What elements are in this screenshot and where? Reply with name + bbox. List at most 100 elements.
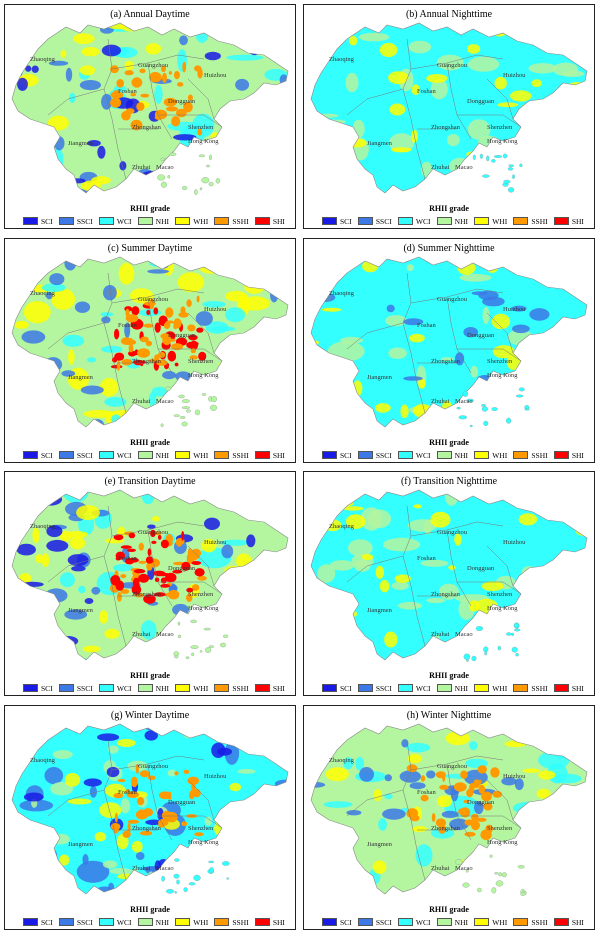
grade-patch <box>479 490 496 499</box>
legend-title: RHII grade <box>429 671 469 680</box>
legend: SCI SSCI WCI NHI WHI SSHI SHI <box>23 683 285 693</box>
hot-patch <box>181 531 185 541</box>
city-label: Zhuhai <box>431 631 450 638</box>
legend-label: SSCI <box>76 450 93 460</box>
city-label: Foshan <box>417 555 437 562</box>
grade-patch <box>361 553 374 561</box>
island <box>475 626 484 631</box>
grade-patch <box>104 628 120 639</box>
island <box>173 414 180 417</box>
legend-label: WHI <box>193 917 209 927</box>
legend-swatch <box>254 217 270 225</box>
hot-patch <box>160 577 167 584</box>
legend-label: SSCI <box>375 450 392 460</box>
legend-label: SHI <box>272 683 285 693</box>
grade-patch <box>84 598 94 604</box>
grade-patch <box>99 189 107 193</box>
grade-patch <box>67 554 89 567</box>
grade-patch <box>275 858 288 868</box>
hot-patch <box>174 362 179 367</box>
grade-patch <box>79 80 101 91</box>
legend-item: SCI <box>23 683 53 693</box>
hot-patch <box>139 68 146 74</box>
hot-patch <box>129 557 139 563</box>
grade-patch <box>518 513 538 526</box>
grade-patch <box>532 361 552 369</box>
island <box>454 859 463 865</box>
hot-patch <box>156 572 170 577</box>
city-label: Huizhou <box>204 773 227 780</box>
grade-patch <box>50 782 74 796</box>
grade-patch <box>18 373 28 379</box>
region-map: Zhaoqing Guangzhou Huizhou Foshan Dongguan Zh… <box>310 22 588 194</box>
grade-patch <box>141 490 155 505</box>
grade-patch <box>469 741 478 751</box>
legend-label: NHI <box>454 917 469 927</box>
grade-patch <box>388 71 409 85</box>
city-boundary <box>446 529 472 607</box>
island <box>178 394 185 399</box>
hot-patch <box>167 350 177 362</box>
grade-patch <box>12 742 33 753</box>
city-label: Jiangmen <box>367 841 393 848</box>
legend-item: SCI <box>23 216 53 226</box>
city-label: Shenzhen <box>487 358 513 365</box>
grade-patch <box>236 553 252 569</box>
legend-label: SHI <box>571 917 584 927</box>
legend-swatch <box>553 217 569 225</box>
legend-swatch <box>513 217 529 225</box>
hot-patch <box>168 71 172 75</box>
city-boundary <box>103 739 127 881</box>
grade-patch <box>235 725 255 731</box>
hot-patch <box>161 65 166 72</box>
island <box>160 157 165 161</box>
panel-title: (d) Summer Nighttime <box>403 243 495 254</box>
legend-label: NHI <box>454 683 469 693</box>
grade-patch <box>44 588 68 603</box>
island <box>524 408 530 411</box>
grade-patch <box>14 41 22 54</box>
city-label: Hong Kong <box>487 839 518 846</box>
legend-label: WHI <box>193 450 209 460</box>
hot-patch <box>130 93 137 97</box>
legend-item: WCI <box>98 683 131 693</box>
legend-item: SSHI <box>214 683 249 693</box>
island <box>219 642 227 648</box>
grade-patch <box>486 261 499 273</box>
hot-patch <box>131 306 140 316</box>
island <box>493 155 503 158</box>
grade-patch <box>129 288 154 304</box>
grade-patch <box>97 733 120 741</box>
grade-patch <box>238 136 245 144</box>
legend-item: SSHI <box>513 917 548 927</box>
hot-patch <box>131 776 138 788</box>
legend-title: RHII grade <box>130 905 170 914</box>
legend: SCI SSCI WCI NHI WHI SSHI SHI <box>322 683 584 693</box>
grade-patch <box>409 333 425 343</box>
hot-patch <box>154 115 163 120</box>
grade-patch <box>44 767 64 785</box>
city-label: Zhongshan <box>431 825 461 832</box>
grade-patch <box>147 269 170 274</box>
grade-patch <box>492 345 515 359</box>
region-outline <box>310 723 588 895</box>
grade-patch <box>124 322 131 338</box>
grade-patch <box>47 884 63 894</box>
legend-swatch <box>553 918 569 926</box>
grade-patch <box>272 145 286 158</box>
grade-patch <box>68 349 75 365</box>
grade-patch <box>139 891 147 894</box>
grade-patch <box>120 418 152 427</box>
legend: SCI SSCI WCI NHI WHI SSHI SHI <box>23 216 285 226</box>
grade-patch <box>56 657 95 660</box>
legend-item: WCI <box>397 216 430 226</box>
grade-patch <box>81 47 100 57</box>
hot-patch <box>125 308 130 318</box>
grade-patch <box>70 189 94 193</box>
grade-patch <box>531 158 538 172</box>
grade-patch <box>244 618 281 623</box>
hot-patch <box>165 307 174 318</box>
hot-patch <box>154 577 160 583</box>
legend-label: WCI <box>116 450 132 460</box>
grade-patch <box>407 753 423 764</box>
